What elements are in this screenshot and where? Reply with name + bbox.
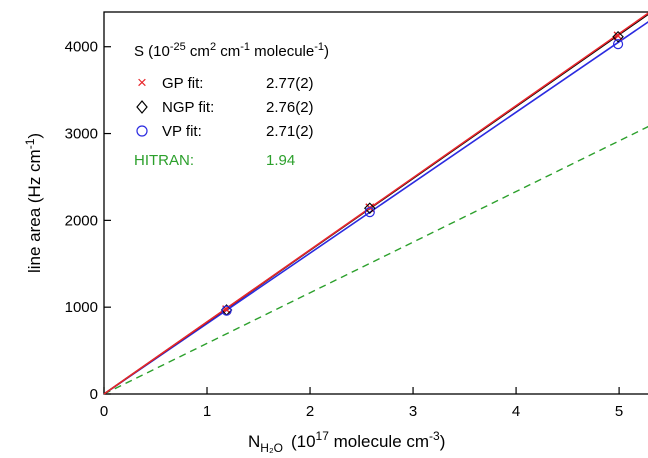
legend-value-ngp: 2.76(2) bbox=[266, 99, 314, 116]
data-point-ngp bbox=[364, 202, 376, 214]
x-axis-label: NH₂O (1017 molecule cm-3) bbox=[248, 429, 445, 455]
legend-label-vp: VP fit: bbox=[162, 123, 202, 140]
legend-marker-diamond-icon bbox=[136, 100, 148, 114]
y-axis-label: line area (Hz cm-1) bbox=[23, 133, 44, 273]
fit-line-hitran bbox=[103, 125, 648, 395]
x-tick-label: 1 bbox=[203, 403, 211, 420]
legend-marker-x-icon: × bbox=[137, 73, 147, 92]
x-tick-label: 3 bbox=[409, 403, 417, 420]
x-tick-label: 0 bbox=[100, 403, 108, 420]
y-tick-label: 2000 bbox=[65, 212, 98, 229]
data-point-vp bbox=[364, 207, 375, 218]
legend-label-gp: GP fit: bbox=[162, 75, 203, 92]
legend-marker-circle-icon bbox=[136, 125, 148, 137]
legend-entry-vp: VP fit: 2.71(2) bbox=[136, 123, 314, 140]
data-point-vp bbox=[612, 39, 624, 50]
y-tick-label: 3000 bbox=[65, 126, 98, 143]
legend-label-ngp: NGP fit: bbox=[162, 99, 214, 116]
data-point-vp bbox=[221, 305, 232, 316]
y-tick-label: 4000 bbox=[65, 39, 98, 56]
y-tick-label: 1000 bbox=[65, 299, 98, 316]
legend-label-hitran: HITRAN: bbox=[134, 152, 194, 169]
x-tick-label: 5 bbox=[615, 403, 623, 420]
legend-value-hitran: 1.94 bbox=[266, 152, 295, 169]
legend-value-vp: 2.71(2) bbox=[266, 123, 314, 140]
x-tick-label: 4 bbox=[512, 403, 520, 420]
x-tick-label: 2 bbox=[306, 403, 314, 420]
data-point-ngp bbox=[612, 30, 624, 43]
plot-frame bbox=[103, 11, 648, 395]
fit-line-gpfit bbox=[103, 12, 648, 395]
legend-value-gp: 2.77(2) bbox=[266, 75, 314, 92]
legend-entry-hitran: HITRAN: 1.94 bbox=[134, 152, 295, 169]
legend-entry-ngp: NGP fit: 2.76(2) bbox=[136, 99, 314, 116]
fit-line-vpfit bbox=[103, 21, 648, 395]
y-tick-label: 0 bbox=[90, 386, 98, 403]
legend-title: S (10-25 cm2 cm-1 molecule-1) bbox=[134, 41, 329, 60]
legend-entry-gp: × GP fit: 2.77(2) bbox=[137, 73, 314, 92]
